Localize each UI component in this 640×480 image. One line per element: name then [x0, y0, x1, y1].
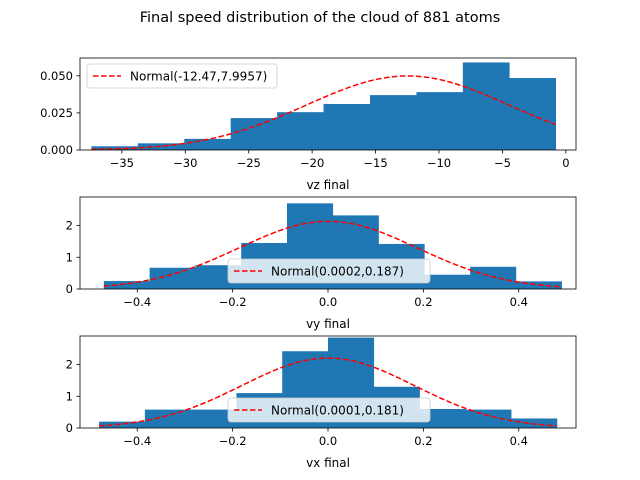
- x-tick-label: −20: [300, 156, 324, 170]
- x-tick-label: −30: [173, 156, 197, 170]
- x-tick-label: −0.4: [123, 295, 151, 309]
- y-tick-label: 1: [66, 389, 73, 403]
- x-tick-label: −0.2: [219, 434, 247, 448]
- x-tick-label: −15: [363, 156, 387, 170]
- x-axis-label: vy final: [306, 317, 350, 331]
- x-tick-label: 0.4: [510, 434, 528, 448]
- histogram-bar: [144, 409, 191, 428]
- histogram-bar: [91, 146, 139, 150]
- histogram-bar: [99, 421, 146, 428]
- histogram-bar: [509, 78, 557, 150]
- x-tick-label: −5: [494, 156, 511, 170]
- histogram-bar: [103, 281, 150, 289]
- histogram-bar: [424, 274, 471, 289]
- histogram-bar: [190, 409, 237, 428]
- normal-fit-curve: [103, 220, 562, 288]
- normal-fit-curve: [99, 357, 557, 427]
- y-tick-label: 0: [66, 421, 73, 435]
- x-tick-label: −25: [237, 156, 261, 170]
- x-tick-label: 0: [562, 156, 569, 170]
- y-tick-label: 0.050: [40, 69, 73, 83]
- y-tick-label: 2: [66, 358, 73, 372]
- legend-box: [227, 397, 431, 423]
- histogram-bar: [419, 408, 466, 428]
- histogram-bar: [462, 62, 510, 150]
- x-tick-label: −10: [427, 156, 451, 170]
- x-axis-label: vx final: [306, 456, 350, 470]
- histogram-bar: [465, 409, 512, 428]
- axes-frame: [79, 57, 577, 151]
- y-tick-label: 0.000: [40, 143, 73, 157]
- x-tick-label: 0.0: [319, 434, 337, 448]
- figure-title: Final speed distribution of the cloud of…: [140, 10, 501, 26]
- x-tick-label: −0.4: [123, 434, 151, 448]
- histogram-bar: [137, 143, 185, 150]
- legend-label: Normal(0.0002,0.187): [271, 265, 404, 279]
- histogram-bar: [470, 266, 517, 289]
- x-tick-label: 0.0: [319, 295, 337, 309]
- subplot-1: −35 −30 −25 −20 −15 −10 −5 0 0.000 0.025 0.050 vz f…: [40, 57, 577, 192]
- normal-fit-curve: [91, 75, 556, 151]
- x-tick-label: −35: [110, 156, 134, 170]
- y-tick-label: 0: [66, 282, 73, 296]
- y-tick-label: 0.025: [40, 106, 73, 120]
- y-tick-label: 2: [66, 219, 73, 233]
- x-tick-label: 0.2: [414, 434, 432, 448]
- subplot-2: −0.4 −0.2 0.0 0.2 0.4 0 1 2 vy final Normal(0.000…: [66, 196, 577, 331]
- histogram-bar: [230, 118, 278, 150]
- histogram-bar: [184, 138, 232, 150]
- histogram-bar: [149, 267, 196, 289]
- subplot-3: −0.4 −0.2 0.0 0.2 0.4 0 1 2 vx final Normal(0.000…: [66, 335, 577, 470]
- histogram-bar: [277, 112, 324, 150]
- legend: Normal(0.0002,0.187): [227, 258, 431, 284]
- histogram-bar: [369, 95, 417, 150]
- x-tick-label: 0.2: [414, 295, 432, 309]
- legend: Normal(-12.47,7.9957): [86, 63, 278, 89]
- histogram-bars: [91, 62, 557, 150]
- legend-box: [227, 258, 431, 284]
- y-tick-label: 1: [66, 250, 73, 264]
- legend-box: [86, 63, 278, 89]
- legend-label: Normal(-12.47,7.9957): [130, 70, 267, 84]
- histogram-bar: [416, 92, 464, 150]
- x-tick-label: −0.2: [219, 295, 247, 309]
- histogram-bar: [323, 104, 371, 150]
- x-tick-label: 0.4: [510, 295, 528, 309]
- x-axis-label: vz final: [306, 178, 349, 192]
- legend: Normal(0.0001,0.181): [227, 397, 431, 423]
- legend-label: Normal(0.0001,0.181): [271, 404, 404, 418]
